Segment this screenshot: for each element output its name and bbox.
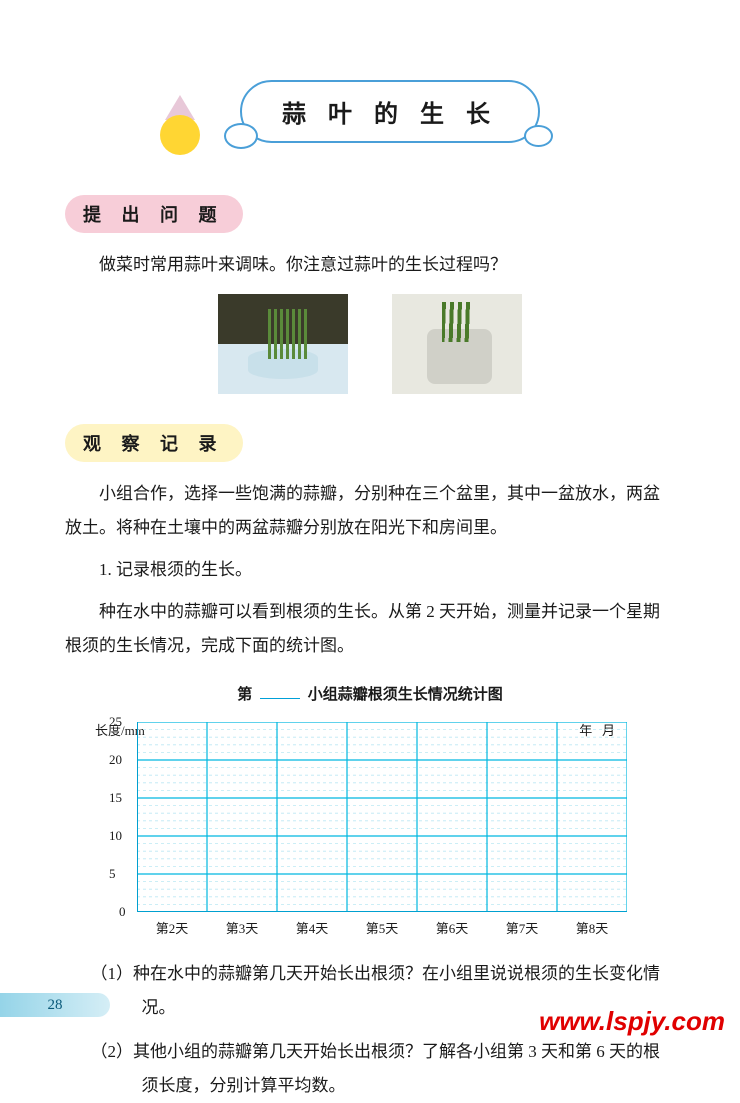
- paragraph-2: 1. 记录根须的生长。: [65, 553, 675, 587]
- chart-x-tick: 第6天: [417, 918, 487, 937]
- chart-x-tick: 第4天: [277, 918, 347, 937]
- paragraph-3: 种在水中的蒜瓣可以看到根须的生长。从第 2 天开始，测量并记录一个星期根须的生长…: [65, 595, 675, 663]
- chart-y-tick: 25: [109, 714, 122, 730]
- chart-x-ticks: 第2天第3天第4天第5天第6天第7天第8天: [137, 918, 627, 937]
- chart-x-tick: 第3天: [207, 918, 277, 937]
- page-title: 蒜 叶 的 生 长: [240, 80, 540, 143]
- paragraph-1: 小组合作，选择一些饱满的蒜瓣，分别种在三个盆里，其中一盆放水，两盆放土。将种在土…: [65, 477, 675, 545]
- intro-paragraph: 做菜时常用蒜叶来调味。你注意过蒜叶的生长过程吗？: [65, 248, 675, 282]
- chart-title-suffix: 小组蒜瓣根须生长情况统计图: [308, 687, 503, 703]
- garlic-photo-pot: [218, 294, 348, 394]
- chart-y-tick: 20: [109, 752, 122, 768]
- chart-y-tick: 0: [119, 904, 126, 920]
- chart-x-tick: 第8天: [557, 918, 627, 937]
- garlic-photo-jar: [392, 294, 522, 394]
- chart-x-tick: 第2天: [137, 918, 207, 937]
- chart-title-prefix: 第: [237, 687, 252, 703]
- section-heading-question: 提 出 问 题: [65, 195, 243, 233]
- chart-x-tick: 第5天: [347, 918, 417, 937]
- page-number: 28: [0, 993, 110, 1017]
- title-banner: 蒜 叶 的 生 长: [65, 80, 675, 170]
- chart-title-blank[interactable]: [260, 683, 300, 699]
- chart-title: 第 小组蒜瓣根须生长情况统计图: [65, 683, 675, 704]
- chart-y-tick: 10: [109, 828, 122, 844]
- chart-y-tick: 5: [109, 866, 116, 882]
- chart-y-tick: 15: [109, 790, 122, 806]
- growth-chart: 长度/mm 年 月 5101520250 第2天第3天第4天第5天第6天第7天第…: [95, 722, 675, 937]
- chart-grid-area: 5101520250: [137, 722, 627, 912]
- section-heading-observe: 观 察 记 录: [65, 424, 243, 462]
- chart-x-tick: 第7天: [487, 918, 557, 937]
- question-2: （2）其他小组的蒜瓣第几天开始长出根须？了解各小组第 3 天和第 6 天的根须长…: [65, 1035, 675, 1103]
- watermark-text: www.lspjy.com: [539, 1006, 725, 1037]
- mascot-icon: [150, 95, 210, 155]
- photo-row: [65, 294, 675, 394]
